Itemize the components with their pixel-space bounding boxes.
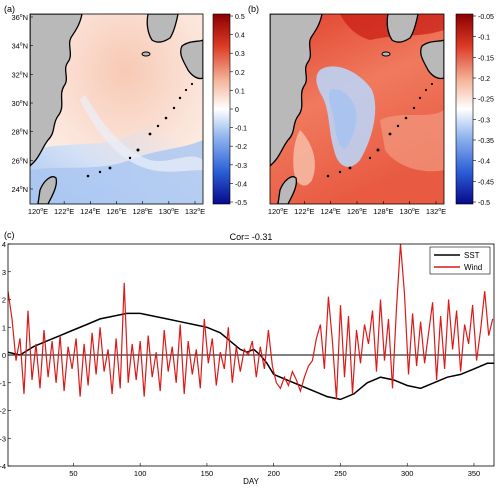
map-b-land-taiwan: [277, 176, 298, 204]
colorbar-tick-label: -0.15: [478, 55, 494, 62]
x-tick-label: 300: [401, 469, 414, 478]
colorbar-tick-label: -0.05: [478, 14, 494, 21]
colorbar-a-ticks: 0.5 0.4 0.3 0.2 0.1 0 -0.1 -0.2 -0.3 -0.4 -0.5: [230, 14, 247, 207]
map-lon-tick-label: 130oE: [159, 207, 179, 216]
map-lon-tick-label: 120oE: [268, 207, 288, 216]
colorbar-tick-label: -0.45: [478, 179, 494, 186]
x-axis-label: DAY: [243, 477, 260, 486]
map-a-field: [30, 14, 203, 204]
map-b-land-japan: [420, 39, 444, 80]
map-lon-tick-label: 124oE: [321, 207, 341, 216]
y-tick-label: -2: [0, 407, 6, 416]
map-a-land-taiwan: [37, 176, 58, 204]
map-a-lon-ticks: 120oE 122oE 124oE 126oE 128oE 130oE 132oE: [28, 201, 205, 216]
map-a-lat-ticks: 36oN 34oN 32oN 30oN 28oN 26oN 24oN: [11, 13, 33, 194]
panel-b: (b) 120oE 122oE 124oE 126oE 128oE 130oE 132oE: [248, 4, 494, 216]
panel-a-label: (a): [4, 4, 15, 14]
map-lon-tick-label: 126oE: [106, 207, 126, 216]
y-tick-label: -1: [0, 379, 6, 388]
map-b-land-korea: [386, 14, 419, 43]
panel-a: (a) 120oE 122oE 124oE 126oE 12: [4, 4, 247, 216]
series-wind-line: [8, 244, 494, 400]
map-lat-tick-label: 24oN: [11, 185, 28, 194]
map-lon-tick-label: 130oE: [400, 207, 420, 216]
y-tick-label: -4: [0, 462, 6, 471]
map-b-field: [270, 14, 444, 204]
x-tick-label: 250: [334, 469, 347, 478]
x-tick-label: 100: [134, 469, 147, 478]
map-a-land-korea: [146, 14, 179, 43]
map-lon-tick-label: 122oE: [294, 207, 314, 216]
colorbar-tick-label: -0.4: [478, 159, 490, 166]
x-tick-label: 350: [468, 469, 481, 478]
colorbar-tick-label: 0.5: [235, 14, 245, 21]
map-a-land-china: [30, 14, 83, 167]
map-lon-tick-label: 132oE: [185, 207, 205, 216]
colorbar-tick-label: -0.3: [478, 117, 490, 124]
x-tick-label: 200: [267, 469, 280, 478]
colorbar-b: [455, 13, 474, 205]
colorbar-tick-label: -0.35: [478, 138, 494, 145]
panel-c-label: (c): [4, 230, 15, 240]
colorbar-tick-label: -0.2: [478, 76, 490, 83]
chart-title: Cor= -0.31: [230, 232, 273, 242]
colorbar-tick-label: -0.5: [478, 200, 490, 207]
plot-frame: [7, 243, 495, 467]
map-lon-tick-label: 124oE: [80, 207, 100, 216]
colorbar-tick-label: 0.4: [235, 33, 245, 40]
x-tick-label: 150: [201, 469, 214, 478]
map-lat-tick-label: 30oN: [11, 99, 28, 108]
map-b-lon-ticks: 120oE 122oE 124oE 126oE 128oE 130oE 132oE: [268, 201, 446, 216]
colorbar-tick-label: -0.3: [235, 163, 247, 170]
colorbar-tick-label: 0.3: [235, 51, 245, 58]
map-b-land-china: [270, 14, 323, 167]
y-tick-label: 1: [2, 323, 6, 332]
colorbar-tick-label: -0.1: [478, 35, 490, 42]
colorbar-tick-label: 0.2: [235, 70, 245, 77]
y-tick-label: 0: [2, 351, 6, 360]
y-tick-label: 2: [2, 296, 6, 305]
panel-b-label: (b): [248, 4, 259, 14]
colorbar-tick-label: -0.4: [235, 181, 247, 188]
panel-c: (c) Cor= -0.31 50 100 150 200 250 300 350 -4 -3 -…: [0, 230, 495, 486]
map-lon-tick-label: 128oE: [373, 207, 393, 216]
map-lat-tick-label: 34oN: [11, 42, 28, 51]
map-lon-tick-label: 132oE: [426, 207, 446, 216]
colorbar-tick-label: 0: [235, 107, 239, 114]
y-tick-label: -3: [0, 434, 6, 443]
map-lat-tick-label: 26oN: [11, 156, 28, 165]
map-a-land-japan: [180, 39, 203, 80]
colorbar-b-ticks: -0.05 -0.1 -0.15 -0.2 -0.25 -0.3 -0.35 -0.4 -0.4…: [473, 14, 494, 207]
colorbar-tick-label: -0.2: [235, 144, 247, 151]
map-lat-tick-label: 36oN: [11, 13, 28, 22]
colorbar-tick-label: 0.1: [235, 88, 245, 95]
colorbar-tick-label: -0.5: [235, 200, 247, 207]
map-lon-tick-label: 122oE: [54, 207, 74, 216]
legend-sst-label: SST: [464, 251, 480, 260]
map-lat-tick-label: 32oN: [11, 70, 28, 79]
map-lon-tick-label: 128oE: [133, 207, 153, 216]
chart-axes: 50 100 150 200 250 300 350 -4 -3 -2 -1 0 1 2 3 4: [0, 240, 480, 478]
y-tick-label: 3: [2, 268, 6, 277]
y-tick-label: 4: [2, 240, 6, 249]
map-lon-tick-label: 126oE: [347, 207, 367, 216]
map-lat-tick-label: 28oN: [11, 128, 28, 137]
legend: SST Wind: [429, 246, 491, 275]
legend-wind-label: Wind: [464, 263, 482, 272]
colorbar-tick-label: -0.25: [478, 97, 494, 104]
map-lon-tick-label: 120oE: [28, 207, 48, 216]
x-tick-label: 50: [69, 469, 77, 478]
colorbar-tick-label: -0.1: [235, 126, 247, 133]
colorbar-a: [212, 13, 231, 205]
